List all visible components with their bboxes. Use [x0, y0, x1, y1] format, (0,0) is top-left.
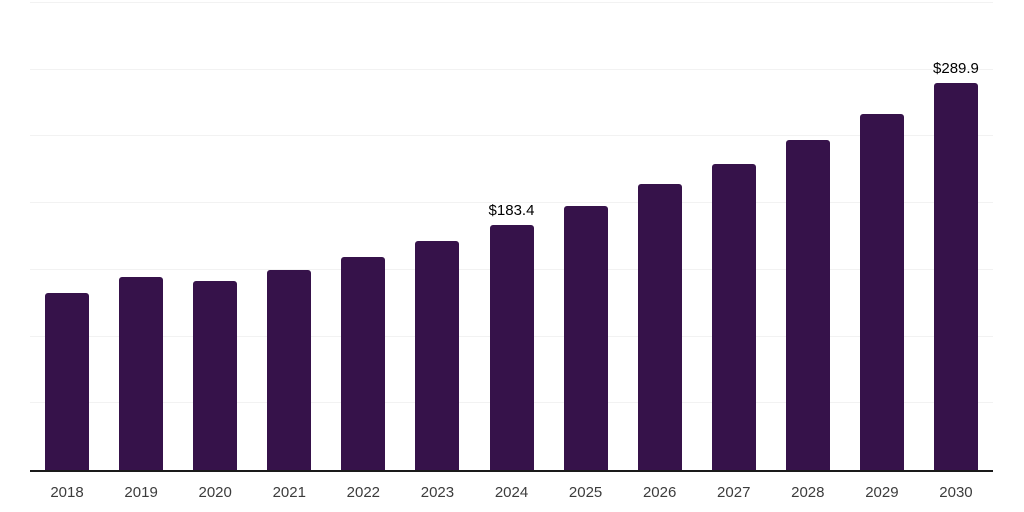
bar-2027: [711, 163, 756, 470]
gridline: [30, 2, 993, 3]
bar-2022: [341, 256, 386, 470]
bar-2019: [119, 277, 164, 470]
bar-group-2022: [326, 3, 400, 470]
bar-value-label-2030: $289.9: [933, 60, 979, 78]
x-tick-label-2030: 2030: [939, 484, 973, 501]
bar-group-2019: [104, 3, 178, 470]
bar-group-2027: [697, 3, 771, 470]
gridline: [30, 68, 993, 70]
bar-group-2030: $289.9: [919, 3, 993, 470]
x-tick-label-2025: 2025: [568, 484, 603, 501]
x-tick-label-2020: 2020: [198, 484, 232, 501]
gridline: [30, 202, 993, 204]
bar-2021: [267, 269, 312, 470]
bar-2030: [933, 83, 978, 470]
x-tick-label-2028: 2028: [791, 484, 825, 501]
bar-group-2020: [178, 3, 252, 470]
bar-2024: [489, 225, 534, 470]
bar-2028: [785, 139, 830, 470]
bar-2018: [45, 292, 90, 470]
bar-group-2023: [400, 3, 474, 470]
bar-2020: [193, 281, 238, 470]
x-tick-label-2018: 2018: [50, 484, 84, 501]
x-tick-label-2023: 2023: [420, 484, 455, 501]
bar-group-2024: $183.4: [474, 3, 548, 470]
x-tick-label-2027: 2027: [717, 484, 751, 501]
bar-group-2025: [549, 3, 623, 470]
bar-group-2021: [252, 3, 326, 470]
x-tick-label-2026: 2026: [642, 484, 677, 501]
bar-group-2029: [845, 3, 919, 470]
bar-group-2018: [30, 3, 104, 470]
plot-area: $183.4 $289.9: [30, 2, 993, 472]
gridline: [30, 135, 993, 137]
bar-2023: [415, 240, 460, 470]
bars-row: $183.4 $289.9: [30, 3, 993, 470]
x-tick-label-2022: 2022: [346, 484, 381, 501]
x-tick-label-2019: 2019: [124, 484, 158, 501]
bar-group-2028: [771, 3, 845, 470]
bar-value-label-2024: $183.4: [488, 202, 535, 220]
x-tick-label-2024: 2024: [494, 484, 529, 501]
x-axis-tick-labels: 2018 2019 2020 2021 2022 2023 2024 2025 2026 2027…: [30, 484, 993, 502]
bar-2025: [563, 206, 608, 470]
x-tick-label-2021: 2021: [272, 484, 306, 501]
bar-2026: [637, 184, 682, 470]
bar-2029: [859, 113, 904, 470]
x-axis-line: [30, 470, 993, 472]
x-tick-label-2029: 2029: [865, 484, 899, 501]
bar-group-2026: [623, 3, 697, 470]
